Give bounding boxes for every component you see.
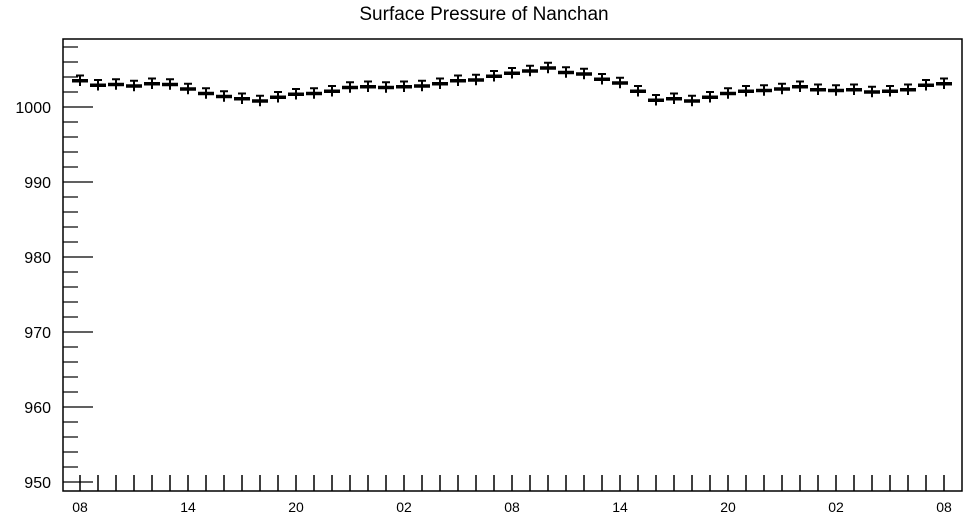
data-point [180, 82, 196, 95]
data-point [360, 80, 376, 92]
data-point [684, 94, 700, 107]
data-point [648, 94, 664, 106]
data-point [702, 91, 718, 103]
data-point [288, 88, 304, 100]
data-point [216, 90, 232, 102]
data-point [432, 77, 448, 89]
data-point [576, 67, 592, 80]
x-tick-label: 02 [396, 499, 412, 515]
x-tick-label: 14 [612, 499, 628, 515]
data-point [468, 73, 484, 86]
data-point [846, 83, 862, 95]
data-point [342, 81, 358, 93]
x-tick-label: 20 [288, 499, 304, 515]
data-point [486, 70, 502, 82]
x-tick-label: 08 [936, 499, 952, 515]
data-point [378, 81, 394, 93]
data-point [72, 74, 88, 86]
data-point [270, 91, 286, 103]
data-point [828, 84, 844, 96]
data-point [612, 76, 628, 89]
data-point [936, 77, 952, 89]
data-point [810, 83, 826, 95]
data-point [90, 79, 106, 91]
data-point [900, 83, 916, 95]
data-point [540, 61, 556, 74]
x-tick-label: 08 [504, 499, 520, 515]
data-point [306, 87, 322, 99]
data-point [198, 87, 214, 99]
data-point [450, 74, 466, 86]
y-axis-ticks: 950 960 970 980 990 1000 [15, 46, 93, 492]
y-tick-label: 990 [24, 175, 51, 192]
data-point [882, 85, 898, 97]
y-tick-label: 980 [24, 250, 51, 267]
x-tick-label: 02 [828, 499, 844, 515]
data-point [396, 80, 412, 92]
data-point [504, 67, 520, 79]
data-point [864, 85, 880, 98]
data-point [144, 77, 160, 89]
data-point [414, 79, 430, 92]
data-point [774, 82, 790, 95]
x-tick-label: 08 [72, 499, 88, 515]
data-point [108, 78, 124, 90]
data-point [252, 94, 268, 107]
axes [62, 38, 963, 492]
data-point [162, 78, 178, 90]
plot-frame [62, 38, 963, 492]
y-tick-label: 1000 [15, 100, 51, 117]
data-point [756, 84, 772, 96]
data-point [630, 85, 646, 97]
data-point [234, 92, 250, 104]
x-tick-label: 20 [720, 499, 736, 515]
data-point [738, 85, 754, 97]
data-point [918, 79, 934, 91]
chart-title: Surface Pressure of Nanchan [359, 4, 609, 25]
y-tick-label: 960 [24, 400, 51, 417]
x-axis-ticks: 08 14 20 02 08 14 20 02 08 [72, 475, 952, 515]
x-tick-label: 14 [180, 499, 196, 515]
data-points [72, 61, 952, 107]
y-tick-label: 970 [24, 325, 51, 342]
data-point [720, 87, 736, 99]
data-point [666, 92, 682, 104]
data-point [792, 80, 808, 92]
y-tick-label: 950 [24, 475, 51, 492]
data-point [594, 73, 610, 85]
data-point [126, 79, 142, 92]
data-point [324, 85, 340, 97]
data-point [522, 64, 538, 77]
data-point [558, 66, 574, 78]
